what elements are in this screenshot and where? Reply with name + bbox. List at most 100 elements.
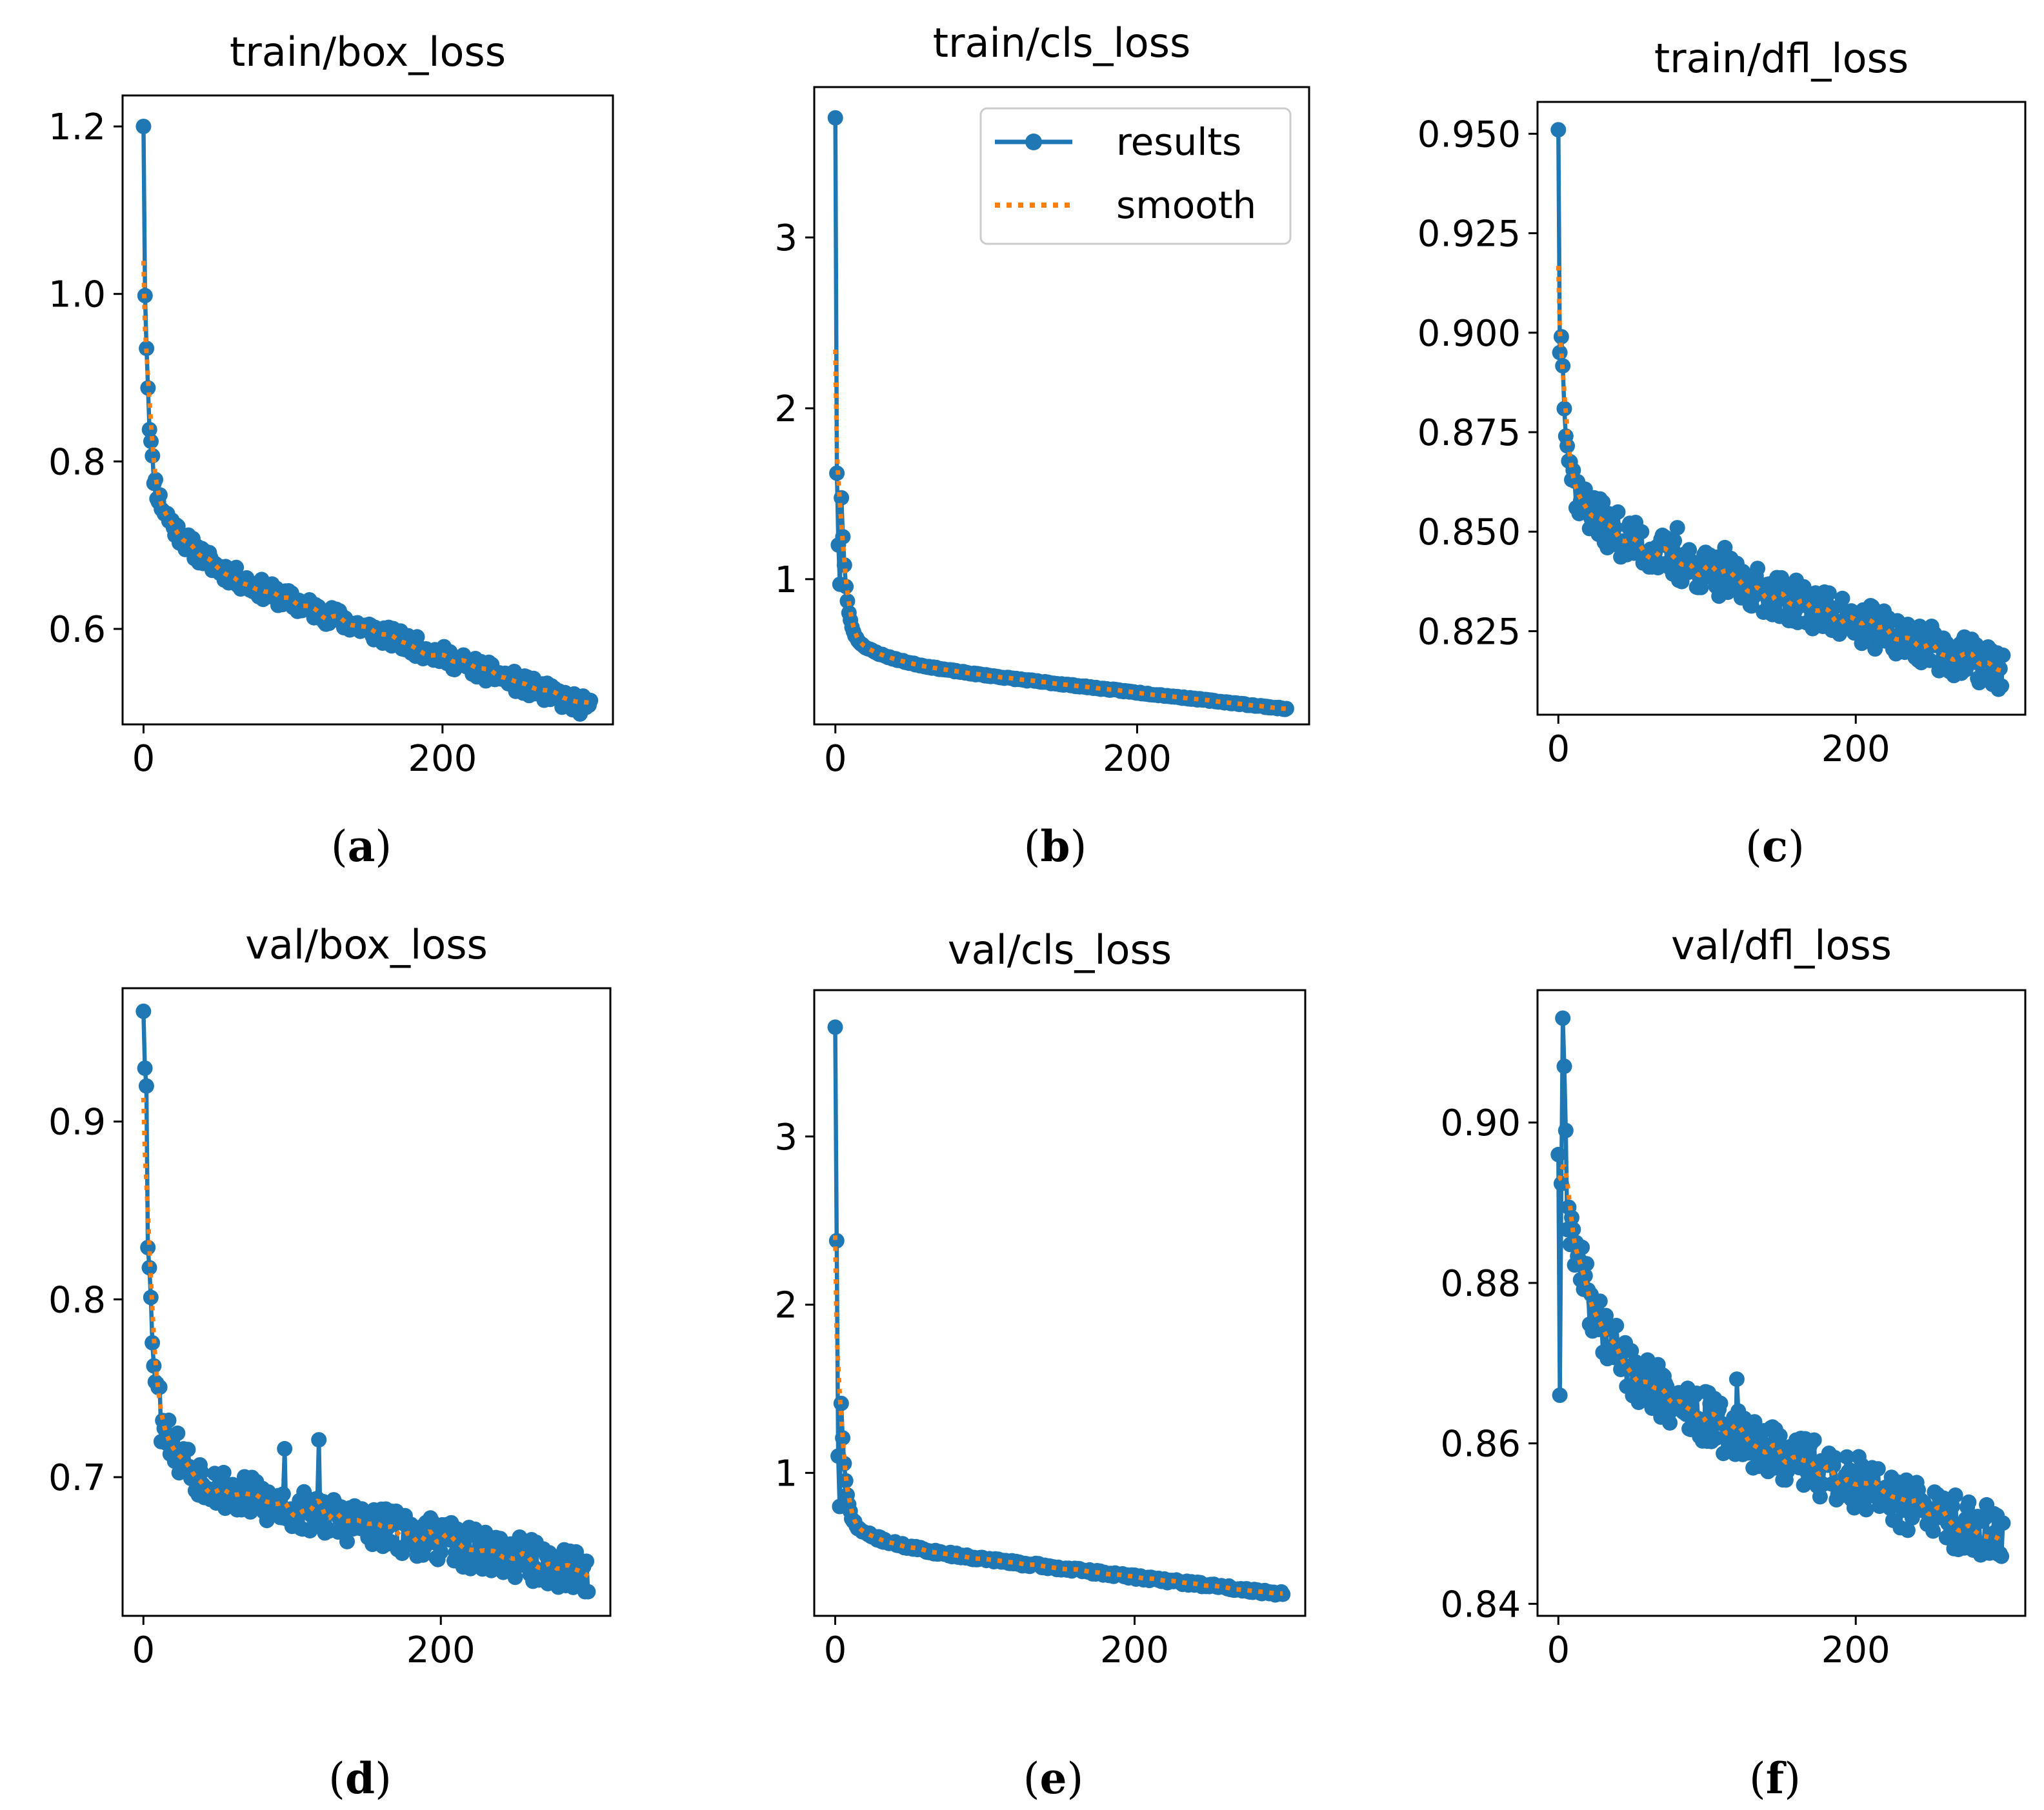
results-point [1812, 1489, 1828, 1505]
y-tick-label: 0.7 [48, 1457, 106, 1499]
subplot-f: val/dfl_loss 0 200 0.84 0.86 0.88 0.90 (f) [1440, 922, 2027, 1804]
y-tick-label: 0.6 [48, 609, 106, 651]
results-point [135, 1003, 152, 1019]
y-tick-label: 0.850 [1418, 512, 1521, 553]
results-point [579, 1553, 595, 1569]
results-point [1662, 1415, 1678, 1431]
subplot-caption: (f) [1749, 1753, 1801, 1804]
subplot-c: train/dfl_loss 0 200 0.825 0.850 0.875 0.900 0.… [1418, 35, 2027, 871]
y-tick-label: 1 [774, 1453, 797, 1495]
results-point [1607, 520, 1623, 535]
results-point [1550, 1146, 1567, 1162]
results-point [1553, 1175, 1569, 1191]
subplot-title: val/box_loss [245, 921, 488, 968]
subplot-title: val/cls_loss [948, 926, 1172, 973]
y-tick-label: 2 [774, 1285, 797, 1327]
axes-frame [1536, 989, 2027, 1617]
results-point [1643, 1373, 1659, 1389]
axes-frame [121, 94, 614, 726]
results-point [827, 1019, 843, 1035]
results-point [1592, 1293, 1608, 1309]
axes-frame [121, 987, 612, 1617]
results-point [580, 1584, 596, 1600]
x-tick-label: 0 [1547, 728, 1570, 770]
y-tick-label: 0.950 [1418, 114, 1521, 155]
results-point [1995, 1515, 2011, 1531]
legend-results-label: results [1116, 120, 1241, 164]
results-point [1559, 438, 1576, 454]
x-tick-label: 0 [132, 738, 155, 780]
legend: results smooth [979, 107, 1292, 245]
y-tick-label: 0.9 [48, 1102, 106, 1144]
y-tick-label: 0.86 [1440, 1424, 1521, 1466]
subplot-d: val/box_loss 0 200 0.7 0.8 0.9 (d) [48, 921, 612, 1804]
results-point [135, 119, 152, 134]
y-tick-label: 0.8 [48, 1279, 106, 1321]
y-tick-label: 1 [774, 559, 797, 601]
y-tick-label: 0.900 [1418, 313, 1521, 355]
y-tick-label: 1.0 [48, 274, 106, 316]
axes-frame [813, 86, 1310, 726]
results-point [141, 1260, 157, 1276]
results-markers [135, 1003, 596, 1600]
subplot-title: train/box_loss [230, 28, 506, 75]
results-point [836, 1455, 852, 1471]
results-point [1994, 678, 2010, 694]
results-point [138, 1078, 154, 1094]
results-point [1827, 1450, 1843, 1466]
y-tick-label: 0.84 [1440, 1584, 1521, 1626]
results-point [1608, 1318, 1625, 1333]
results-point [145, 448, 161, 464]
subplot-e: val/cls_loss 0 200 1 2 3 (e) [774, 926, 1307, 1804]
results-point [139, 341, 155, 357]
results-point [1669, 520, 1685, 536]
results-point [835, 1430, 851, 1446]
results-point [1870, 1461, 1886, 1477]
subplot-a: train/box_loss 0 200 0.6 0.8 1.0 1.2 (a) [48, 28, 614, 871]
x-tick-label: 200 [408, 738, 477, 780]
results-markers [827, 1019, 1291, 1603]
results-point [143, 433, 159, 450]
results-point [194, 1464, 210, 1480]
results-point [836, 557, 852, 573]
results-line [833, 1027, 1285, 1597]
y-tick-label: 1.2 [48, 106, 106, 148]
results-point [1555, 1010, 1571, 1026]
results-point [140, 380, 156, 396]
results-point [137, 1060, 153, 1076]
legend-smooth-label: smooth [1116, 183, 1256, 227]
results-point [1667, 533, 1682, 549]
results-point [1995, 647, 2011, 663]
y-tick-label: 3 [774, 217, 797, 259]
x-tick-label: 200 [1821, 1629, 1890, 1671]
axes-frame [1536, 101, 2027, 716]
results-point [1556, 1059, 1572, 1075]
subplot-caption: (c) [1745, 821, 1805, 871]
x-tick-label: 0 [1547, 1629, 1570, 1671]
results-markers [135, 119, 599, 722]
x-tick-label: 200 [1821, 728, 1890, 770]
subplot-title: val/dfl_loss [1671, 922, 1892, 969]
plot-area [1550, 122, 2011, 697]
results-point [1947, 1487, 1963, 1503]
results-markers [1550, 122, 2011, 697]
results-point [1757, 1437, 1773, 1453]
y-tick-label: 0.925 [1418, 214, 1521, 255]
results-point [1994, 1548, 2010, 1564]
results-point [148, 472, 163, 488]
plot-area [135, 1003, 596, 1600]
y-tick-label: 0.875 [1418, 412, 1521, 454]
results-markers [827, 110, 1294, 717]
results-point [339, 1533, 355, 1549]
results-point [1595, 494, 1611, 510]
results-point [1696, 1417, 1712, 1433]
results-point [828, 1233, 845, 1249]
axes-frame [813, 989, 1307, 1617]
results-point [180, 1442, 196, 1458]
results-point [152, 487, 168, 503]
subplot-caption: (d) [328, 1753, 392, 1804]
x-tick-label: 200 [1100, 1629, 1169, 1671]
results-point [152, 1379, 168, 1395]
plot-area [1550, 1010, 2011, 1564]
